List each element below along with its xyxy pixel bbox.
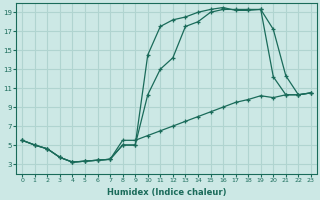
X-axis label: Humidex (Indice chaleur): Humidex (Indice chaleur) — [107, 188, 226, 197]
